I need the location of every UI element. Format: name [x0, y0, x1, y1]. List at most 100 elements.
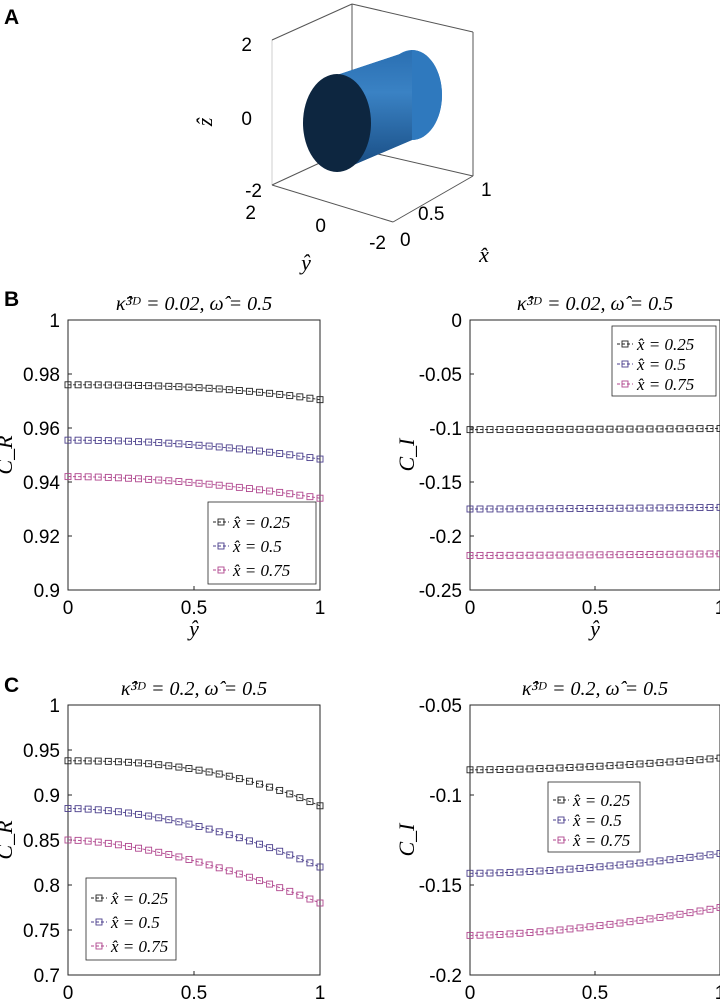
- legend-label: x̂ = 0.75: [572, 831, 630, 850]
- data-point-marker: [245, 777, 253, 785]
- data-point-marker: [646, 858, 654, 866]
- y-tick-label: 0.92: [23, 527, 60, 548]
- data-point-marker: [296, 491, 304, 499]
- data-point-marker: [316, 396, 324, 404]
- data-point-marker: [125, 842, 132, 850]
- data-point-marker: [64, 805, 72, 812]
- data-point-marker: [84, 837, 92, 845]
- data-point-marker: [145, 475, 153, 483]
- data-point-marker: [486, 426, 494, 434]
- data-point-marker: [316, 863, 324, 871]
- data-point-marker: [155, 814, 163, 822]
- data-point-marker: [676, 757, 684, 765]
- data-point-marker: [496, 426, 504, 434]
- data-point-marker: [596, 425, 604, 433]
- data-point-marker: [696, 550, 704, 558]
- panel-a-3d-plot: 2 0 -2 2 0 -2 0 0.5 1 ẑ ŷ x̂: [192, 3, 492, 275]
- data-point-marker: [676, 910, 684, 918]
- data-point-marker: [84, 805, 92, 813]
- box-edge: [392, 175, 474, 223]
- data-point-marker: [566, 865, 574, 873]
- legend-marker: [621, 380, 629, 388]
- data-point-marker: [165, 477, 173, 485]
- y-axis-label: C_R: [0, 435, 17, 475]
- data-point-marker: [606, 920, 614, 928]
- data-point-marker: [666, 856, 674, 864]
- data-point-marker: [556, 505, 564, 513]
- data-point-marker: [476, 869, 484, 877]
- data-point-marker: [266, 844, 274, 852]
- data-point-marker: [64, 381, 72, 389]
- data-point-marker: [286, 451, 294, 459]
- data-point-marker: [476, 931, 484, 939]
- data-point-marker: [546, 764, 554, 772]
- data-point-marker: [606, 862, 614, 870]
- y-tick-label: 1: [49, 696, 60, 717]
- data-point-marker: [606, 504, 614, 512]
- data-point-marker: [104, 473, 112, 481]
- panel-b-cr-plot: 0.9 0.92 0.94 0.96 0.98 1 0 0.5 1 κ̂³ᴰ = 0.02, ω̂…: [0, 293, 325, 641]
- x-tick-label: 0: [63, 983, 74, 1001]
- data-point-marker: [526, 929, 534, 937]
- y-tick-label: 0.7: [34, 966, 60, 987]
- data-point-marker: [586, 864, 594, 872]
- series-line: [469, 853, 720, 874]
- data-point-marker: [596, 504, 604, 512]
- data-point-marker: [696, 756, 704, 764]
- y-tick-label: -0.1: [429, 786, 462, 807]
- data-point-marker: [155, 761, 163, 769]
- x-tick-label: 1: [315, 598, 326, 619]
- data-point-marker: [235, 834, 243, 842]
- data-point-marker: [706, 504, 714, 511]
- data-point-marker: [576, 505, 584, 512]
- data-point-marker: [114, 437, 122, 445]
- z-tick-label: -2: [245, 181, 262, 202]
- data-point-marker: [215, 443, 223, 451]
- data-point-marker: [94, 838, 102, 846]
- data-point-marker: [276, 786, 284, 794]
- data-point-marker: [235, 483, 243, 491]
- data-point-marker: [64, 757, 72, 765]
- data-point-marker: [135, 810, 143, 818]
- data-point-marker: [706, 550, 714, 558]
- data-point-marker: [286, 490, 294, 498]
- data-point-marker: [145, 760, 153, 768]
- data-point-marker: [646, 915, 654, 923]
- x-tick-label: 1: [481, 180, 492, 201]
- data-point-marker: [64, 836, 72, 844]
- data-point-marker: [114, 841, 122, 849]
- y-tick-label: 0.75: [23, 921, 60, 942]
- data-point-marker: [626, 504, 634, 512]
- z-tick-label: 0: [241, 109, 252, 130]
- plot-title: κ̂³ᴰ = 0.02, ω̂ = 0.5: [116, 293, 272, 315]
- x-axis-label: x̂: [478, 242, 489, 267]
- data-point-marker: [205, 480, 213, 488]
- data-point-marker: [666, 912, 674, 920]
- y-tick-label: -0.2: [429, 966, 462, 987]
- data-point-marker: [245, 485, 253, 493]
- data-point-marker: [496, 869, 504, 877]
- data-point-marker: [195, 823, 203, 830]
- data-point-marker: [84, 473, 92, 481]
- data-point-marker: [606, 551, 614, 559]
- data-point-marker: [556, 551, 564, 559]
- data-point-marker: [114, 758, 122, 766]
- data-point-marker: [155, 439, 163, 447]
- data-point-marker: [205, 768, 213, 776]
- plot-title: κ̂³ᴰ = 0.2, ω̂ = 0.5: [121, 678, 267, 700]
- y-axis-label: C_R: [0, 820, 17, 860]
- panel-c-ci-plot: -0.2 -0.15 -0.1 -0.05 0 0.5 1 κ̂³ᴰ = 0.2, ω̂ = …: [394, 678, 720, 1001]
- data-point-marker: [296, 891, 304, 899]
- legend-marker: [621, 340, 629, 348]
- data-point-marker: [316, 802, 324, 810]
- data-point-marker: [626, 918, 634, 926]
- y-tick-label: -0.05: [419, 696, 462, 717]
- data-point-marker: [256, 840, 263, 848]
- data-point-marker: [74, 757, 82, 765]
- data-point-marker: [165, 816, 173, 824]
- data-point-marker: [266, 880, 274, 888]
- data-point-marker: [516, 505, 524, 513]
- y-tick-label: 0.95: [23, 741, 60, 762]
- data-point-marker: [606, 425, 614, 433]
- data-point-marker: [636, 760, 644, 768]
